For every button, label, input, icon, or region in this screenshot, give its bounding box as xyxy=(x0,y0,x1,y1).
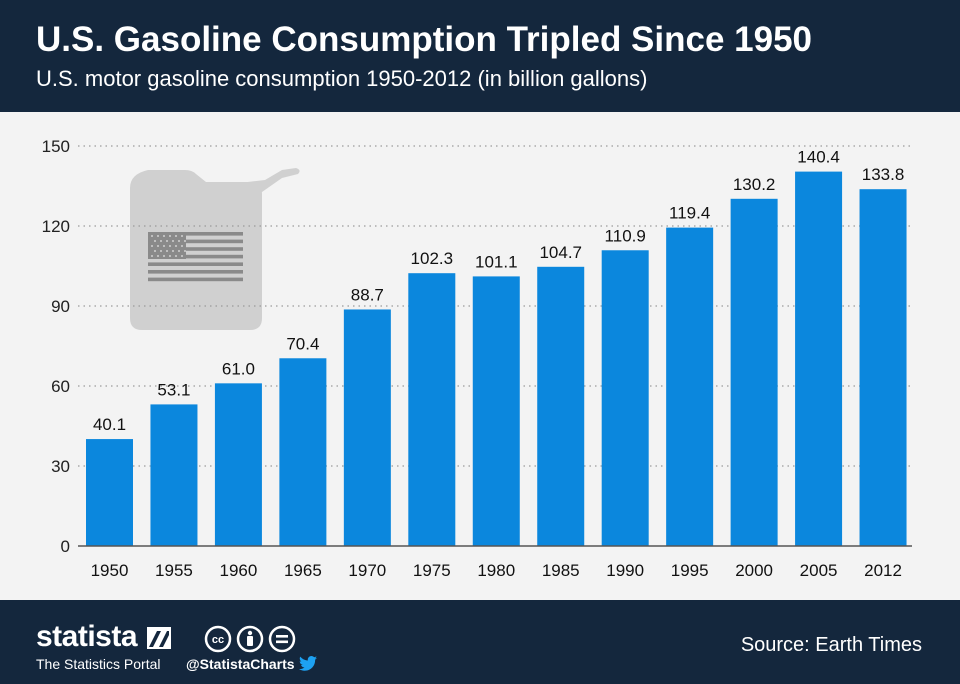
data-label: 104.7 xyxy=(539,243,582,262)
x-tick-label: 2000 xyxy=(735,561,773,580)
x-tick-label: 1950 xyxy=(91,561,129,580)
data-label: 119.4 xyxy=(669,204,710,223)
bar-1975 xyxy=(408,273,456,546)
y-tick-label: 90 xyxy=(51,297,70,316)
data-label: 101.1 xyxy=(475,252,518,271)
x-tick-label: 1975 xyxy=(413,561,451,580)
x-tick-label: 2012 xyxy=(864,561,902,580)
data-label: 110.9 xyxy=(605,226,646,245)
statista-tagline: The Statistics Portal xyxy=(36,656,161,672)
x-tick-label: 1995 xyxy=(671,561,709,580)
bar-1960 xyxy=(214,383,262,546)
bar-2000 xyxy=(730,198,778,547)
creative-commons-icon: cc xyxy=(204,625,232,653)
footer: statista The Statistics Portal cc @Stati… xyxy=(0,600,960,684)
gas-canister-icon xyxy=(130,168,300,330)
data-label: 102.3 xyxy=(411,249,454,268)
twitter-handle[interactable]: @StatistaCharts xyxy=(186,656,295,672)
chart-subtitle: U.S. motor gasoline consumption 1950-201… xyxy=(36,66,648,91)
header: U.S. Gasoline Consumption Tripled Since … xyxy=(0,0,960,112)
y-tick-label: 30 xyxy=(51,457,70,476)
x-tick-label: 1985 xyxy=(542,561,580,580)
no-derivatives-icon xyxy=(268,625,296,653)
license-icons[interactable]: cc xyxy=(204,625,300,653)
y-tick-label: 150 xyxy=(42,137,70,156)
bar-1990 xyxy=(601,250,649,546)
x-tick-label: 1955 xyxy=(155,561,193,580)
data-label: 61.0 xyxy=(222,359,255,378)
data-label: 140.4 xyxy=(797,148,840,167)
data-label: 53.1 xyxy=(157,380,190,399)
bar-1950 xyxy=(86,439,133,546)
statista-logo[interactable]: statista xyxy=(36,620,138,653)
x-tick-label: 1990 xyxy=(606,561,644,580)
x-tick-label: 1965 xyxy=(284,561,322,580)
data-label: 40.1 xyxy=(93,415,126,434)
bar-1970 xyxy=(343,309,391,546)
x-tick-label: 1980 xyxy=(477,561,515,580)
chart-title: U.S. Gasoline Consumption Tripled Since … xyxy=(36,20,813,59)
us-flag-icon xyxy=(148,232,243,282)
bar-2012 xyxy=(859,189,907,546)
attribution-icon xyxy=(236,625,264,653)
twitter-icon[interactable] xyxy=(299,656,317,671)
bar-1955 xyxy=(150,404,198,546)
x-tick-label: 2005 xyxy=(800,561,838,580)
bar-chart: 40.1 1950 53.1 1955 61.0 1960 70.4 1965 88.7 1970… xyxy=(42,137,912,580)
data-label: 133.8 xyxy=(862,165,905,184)
y-tick-label: 120 xyxy=(42,217,70,236)
bar-2005 xyxy=(795,171,843,546)
data-label: 130.2 xyxy=(733,175,776,194)
data-label: 70.4 xyxy=(286,334,319,353)
svg-text:cc: cc xyxy=(212,634,224,646)
y-tick-label: 0 xyxy=(61,537,70,556)
data-label: 88.7 xyxy=(351,285,384,304)
bar-1965 xyxy=(279,358,327,546)
bar-1985 xyxy=(537,266,585,546)
bar-1995 xyxy=(666,227,714,546)
x-tick-label: 1970 xyxy=(348,561,386,580)
bar-1980 xyxy=(472,276,520,546)
x-tick-label: 1960 xyxy=(220,561,258,580)
chart-area: 40.1 1950 53.1 1955 61.0 1960 70.4 1965 88.7 1970… xyxy=(0,112,960,600)
statista-logo-mark-icon xyxy=(147,627,171,649)
source-note: Source: Earth Times xyxy=(740,634,922,656)
y-tick-label: 60 xyxy=(51,377,70,396)
